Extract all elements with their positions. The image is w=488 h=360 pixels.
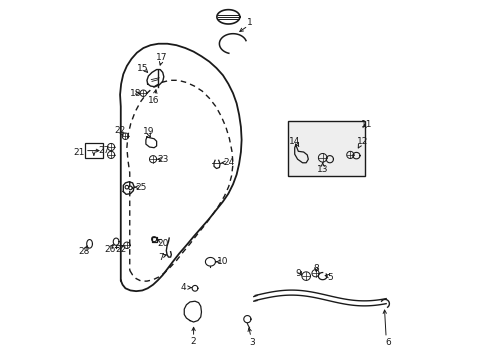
Text: 19: 19 — [142, 127, 154, 136]
Text: 25: 25 — [135, 183, 146, 192]
Text: 24: 24 — [224, 158, 235, 167]
Text: 3: 3 — [248, 338, 254, 347]
Text: 4: 4 — [181, 283, 186, 292]
Text: 21: 21 — [73, 148, 84, 157]
Text: 20: 20 — [157, 239, 168, 248]
Text: 6: 6 — [384, 338, 390, 347]
Text: 26: 26 — [104, 246, 116, 255]
Text: 7: 7 — [158, 253, 164, 262]
Text: 15: 15 — [136, 64, 148, 73]
Text: 22: 22 — [115, 246, 126, 255]
Text: 13: 13 — [316, 166, 328, 175]
Text: 22: 22 — [114, 126, 125, 135]
Text: 10: 10 — [217, 257, 228, 266]
Text: 14: 14 — [288, 137, 300, 146]
Text: 9: 9 — [295, 269, 301, 278]
Bar — [287, 121, 364, 176]
Text: 8: 8 — [313, 265, 319, 274]
Text: 28: 28 — [78, 247, 89, 256]
Text: 2: 2 — [190, 337, 196, 346]
Text: 27: 27 — [98, 146, 109, 155]
Text: 16: 16 — [148, 96, 160, 105]
Text: 23: 23 — [157, 155, 168, 164]
Text: 17: 17 — [156, 53, 167, 62]
Bar — [85, 143, 102, 158]
Text: 5: 5 — [326, 273, 332, 282]
Text: 1: 1 — [246, 18, 252, 27]
Text: 18: 18 — [129, 89, 141, 98]
Text: 11: 11 — [360, 120, 371, 129]
Text: 12: 12 — [356, 137, 368, 146]
